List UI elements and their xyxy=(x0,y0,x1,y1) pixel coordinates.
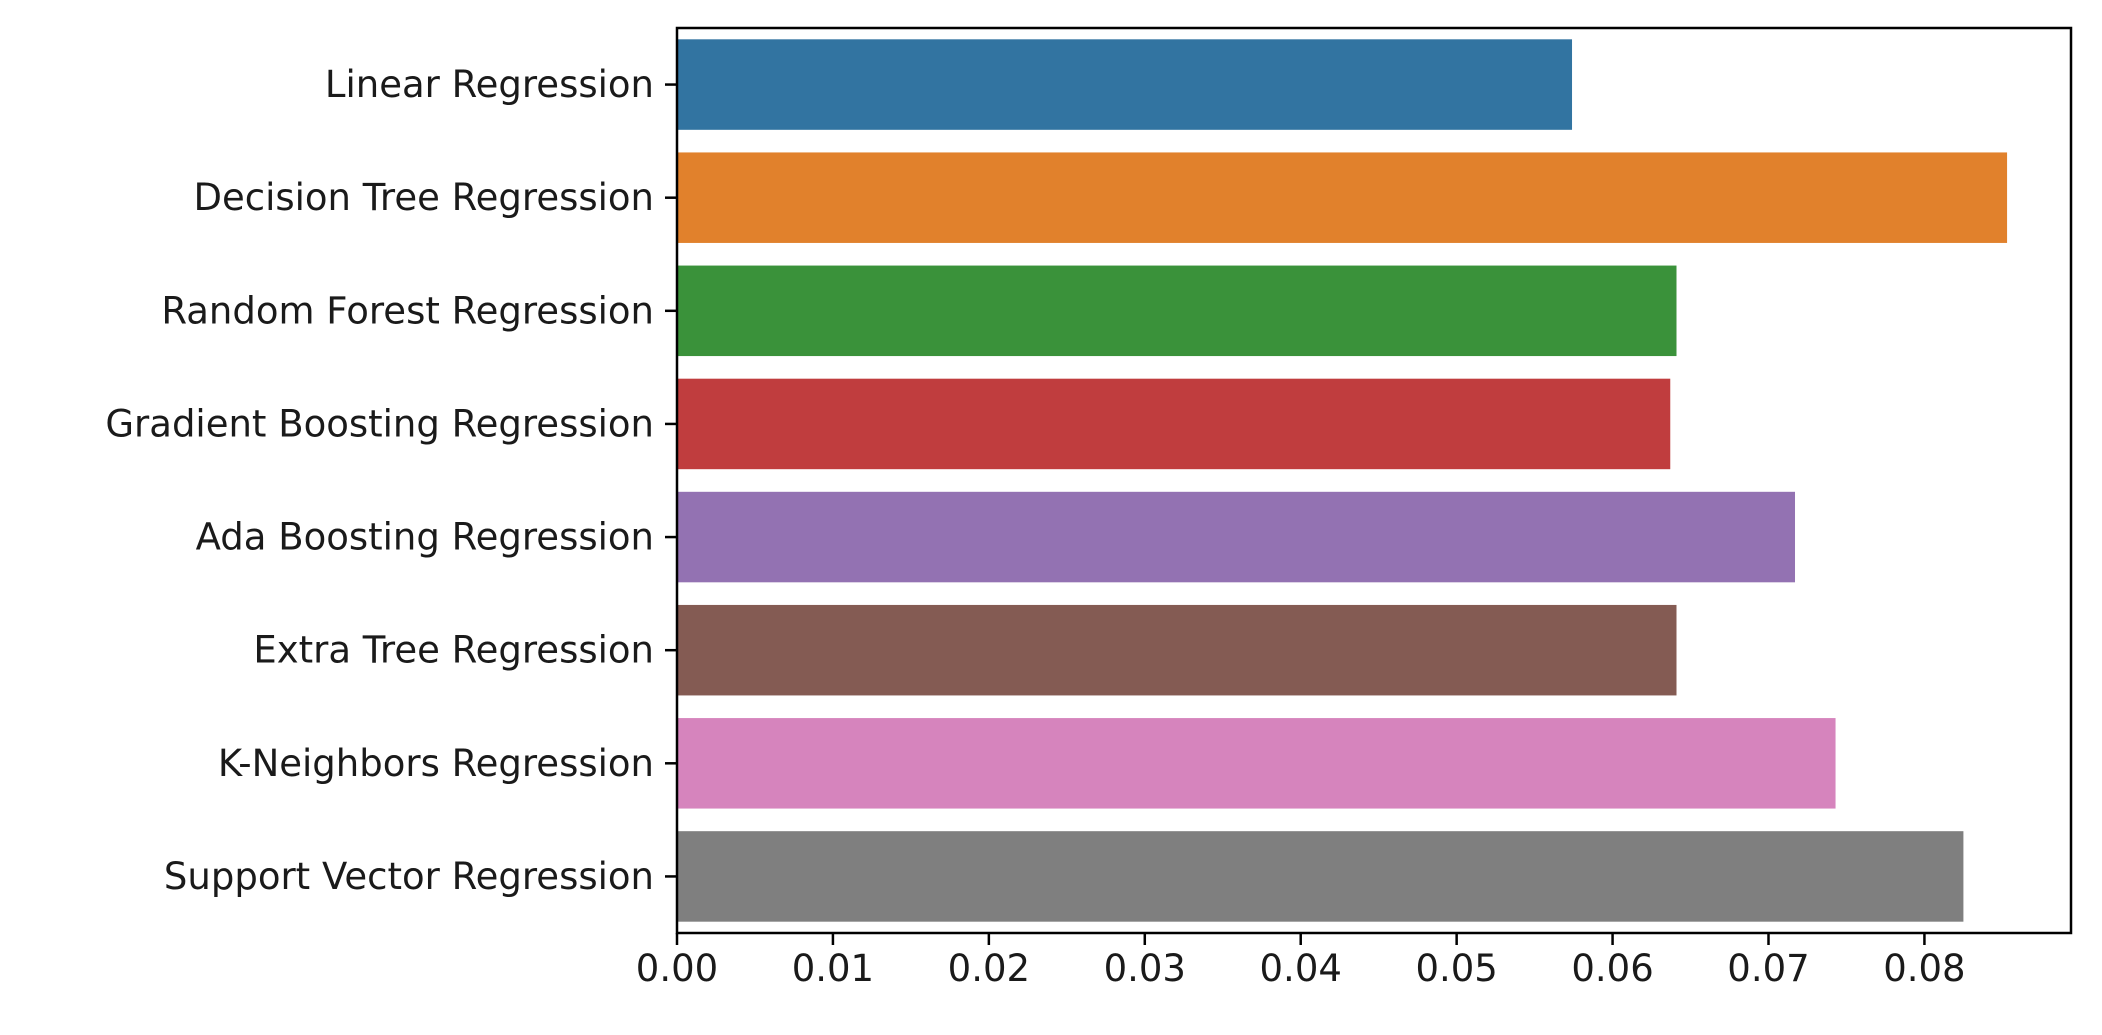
x-tick-label: 0.03 xyxy=(1104,947,1186,990)
x-tick-label: 0.06 xyxy=(1571,947,1653,990)
y-axis: Linear Regression Decision Tree Regressio… xyxy=(105,63,677,898)
bar xyxy=(677,152,2008,243)
x-tick-label: 0.02 xyxy=(948,947,1030,990)
x-tick-label: 0.01 xyxy=(792,947,874,990)
y-tick-label: Random Forest Regression xyxy=(161,289,654,332)
bar xyxy=(677,265,1677,357)
y-tick-label: K-Neighbors Regression xyxy=(218,742,654,785)
y-tick-label: Extra Tree Regression xyxy=(253,629,654,672)
bar xyxy=(677,491,1796,583)
x-axis: 0.00 0.01 0.02 0.03 0.04 0.05 0.06 0.07 0.08 xyxy=(636,933,1966,990)
bar xyxy=(677,718,1836,809)
x-tick-label: 0.05 xyxy=(1415,947,1497,990)
bar xyxy=(677,604,1677,696)
x-tick-label: 0.07 xyxy=(1727,947,1809,990)
bars-group xyxy=(677,39,2008,922)
y-tick-label: Support Vector Regression xyxy=(164,855,654,898)
bar xyxy=(677,39,1573,130)
y-tick-label: Ada Boosting Regression xyxy=(196,516,654,559)
plot-frame xyxy=(675,26,2073,935)
x-tick-label: 0.08 xyxy=(1883,947,1965,990)
bar xyxy=(677,378,1671,470)
y-tick-label: Decision Tree Regression xyxy=(193,176,654,219)
x-tick-label: 0.00 xyxy=(636,947,718,990)
y-tick-label: Linear Regression xyxy=(325,63,654,106)
y-tick-label: Gradient Boosting Regression xyxy=(105,402,654,445)
x-tick-label: 0.04 xyxy=(1260,947,1342,990)
bar xyxy=(677,831,1964,922)
